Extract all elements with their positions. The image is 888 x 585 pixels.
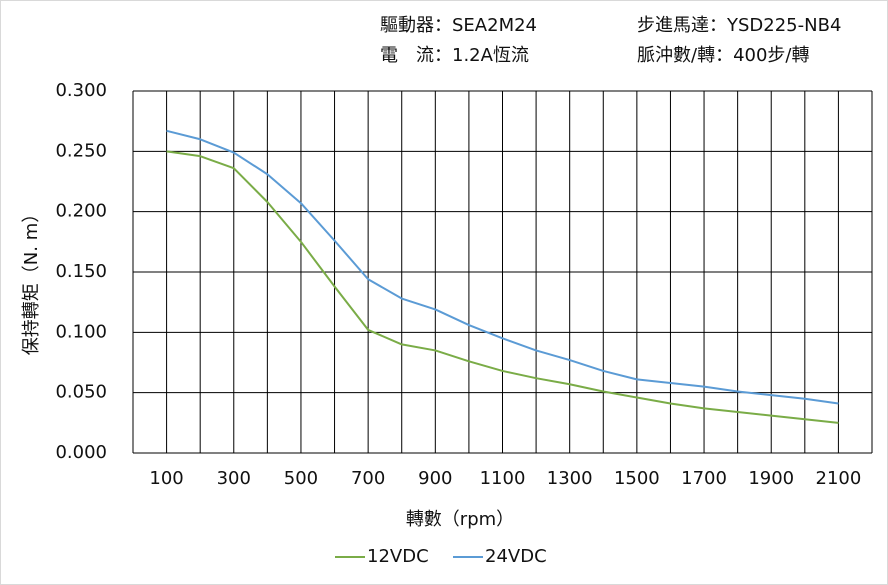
x-tick-label: 300 (217, 468, 251, 489)
x-tick-label: 2100 (816, 468, 862, 489)
data-line (166, 129, 839, 405)
x-tick-label: 1500 (614, 468, 660, 489)
x-axis-label: 轉數（rpm） (406, 509, 514, 530)
y-tick-label: 0.200 (55, 201, 107, 222)
y-tick-label: 0.100 (55, 321, 107, 342)
legend-label: 24VDC (485, 546, 547, 567)
x-tick-label: 700 (351, 468, 385, 489)
x-tick-label: 1100 (480, 468, 526, 489)
header-line: 電 流：1.2A恆流 (380, 45, 529, 66)
x-tick-label: 1300 (547, 468, 593, 489)
y-tick-label: 0.000 (55, 442, 107, 463)
y-axis-label: 保持轉矩（N. m） (21, 205, 42, 355)
x-tick-label: 1900 (748, 468, 794, 489)
header-line: 脈沖數/轉：400步/轉 (637, 45, 810, 66)
x-tick-label: 100 (149, 468, 183, 489)
x-tick-label: 900 (418, 468, 452, 489)
legend-label: 12VDC (367, 546, 429, 567)
data-line (166, 150, 839, 424)
header-line: 步進馬達：YSD225-NB4 (637, 15, 841, 36)
y-tick-label: 0.250 (55, 140, 107, 161)
header-line: 驅動器：SEA2M24 (380, 15, 537, 36)
x-tick-label: 1700 (681, 468, 727, 489)
y-tick-label: 0.300 (55, 80, 107, 101)
y-tick-label: 0.150 (55, 261, 107, 282)
x-tick-label: 500 (284, 468, 318, 489)
y-tick-label: 0.050 (55, 382, 107, 403)
